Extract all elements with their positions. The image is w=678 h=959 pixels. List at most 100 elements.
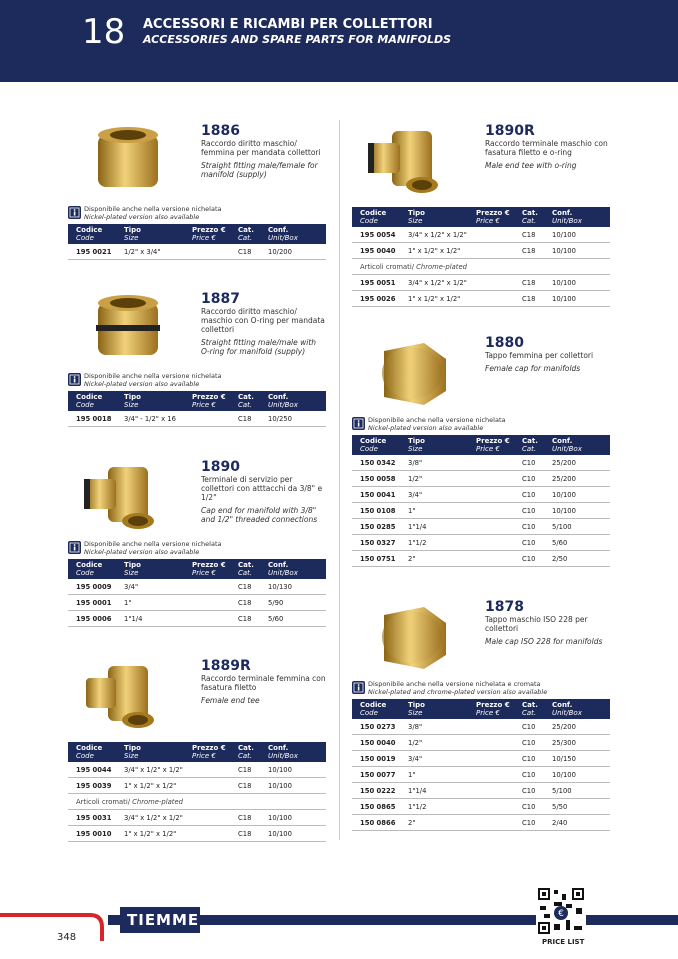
header-en: Price € [192, 752, 216, 760]
header-it: Cat. [238, 744, 254, 752]
table-row: 150 0222 1"1/4 C10 5/100 [352, 783, 610, 799]
table-row: 150 0865 1"1/2 C10 5/50 [352, 799, 610, 815]
header-cell: Tipo Size [408, 701, 425, 717]
header-en: Price € [192, 569, 216, 577]
table-row: 150 0866 2" C10 2/40 [352, 815, 610, 831]
column-divider [339, 120, 340, 840]
cat-cell: C10 [522, 507, 536, 515]
table-header: Codice Code Tipo Size Prezzo € Price € Cat. Cat… [352, 699, 610, 719]
conf-cell: 5/90 [268, 599, 284, 607]
cat-cell: C10 [522, 723, 536, 731]
code-cell: 150 0866 [360, 819, 396, 827]
header-en: Unit/Box [268, 234, 298, 242]
info-icon [352, 417, 365, 430]
header-it: Conf. [552, 701, 573, 709]
description-en: Female end tee [201, 696, 260, 705]
description-it: Tappo maschio ISO 228 per collettori [485, 615, 588, 633]
header-it: Prezzo € [476, 437, 510, 445]
cat-cell: C18 [238, 599, 252, 607]
table-row: 150 0040 1/2" C10 25/300 [352, 735, 610, 751]
note-en: Nickel-plated version also available [84, 212, 200, 221]
description-en: Straight fitting male/male with O-ring f… [201, 338, 317, 356]
size-cell: 2" [408, 555, 416, 563]
code-cell: 150 0751 [360, 555, 396, 563]
conf-cell: 10/100 [552, 507, 576, 515]
table-row: 195 0009 3/4" C18 10/130 [68, 579, 326, 595]
header-it: Tipo [124, 226, 141, 234]
header-it: Conf. [552, 209, 573, 217]
cat-cell: C18 [522, 247, 536, 255]
product-image [368, 131, 438, 193]
cat-cell: C18 [238, 830, 252, 838]
cat-cell: C10 [522, 771, 536, 779]
header-cell: Conf. Unit/Box [268, 561, 298, 577]
note-it: Disponibile anche nella versione nichela… [368, 680, 541, 688]
cat-cell: C10 [522, 523, 536, 531]
table-row: 150 0342 3/8" C10 25/200 [352, 455, 610, 471]
header-cell: Tipo Size [124, 561, 141, 577]
header-cell: Prezzo € Price € [476, 437, 510, 453]
header-it: Codice [76, 744, 103, 752]
availability-note: Disponibile anche nella versione nichela… [84, 540, 221, 556]
header-it: Conf. [268, 393, 289, 401]
header-cell: Codice Code [360, 701, 386, 717]
table-row: Articoli cromati/ Chrome-plated [352, 259, 610, 275]
header-en: Code [360, 709, 378, 717]
size-cell: 3/4" [408, 755, 423, 763]
table-row: Articoli cromati/ Chrome-plated [68, 794, 326, 810]
header-it: Prezzo € [192, 744, 226, 752]
product-image [382, 343, 446, 405]
cat-cell: C18 [238, 814, 252, 822]
header-en: Code [76, 401, 94, 409]
cat-cell: C18 [238, 583, 252, 591]
size-cell: 3/4" x 1/2" x 1/2" [408, 231, 467, 239]
header-en: Price € [192, 234, 216, 242]
header-cell: Tipo Size [408, 209, 425, 225]
chapter-title: ACCESSORI E RICAMBI PER COLLETTORI [143, 17, 433, 32]
code-cell: 150 0285 [360, 523, 396, 531]
footer-band [0, 907, 678, 941]
product-code: 1878 [485, 599, 524, 615]
header-cell: Conf. Unit/Box [552, 209, 582, 225]
cat-cell: C18 [238, 766, 252, 774]
code-cell: 195 0054 [360, 231, 396, 239]
table-row: 150 0108 1" C10 10/100 [352, 503, 610, 519]
description-en: Cap end for manifold with 3/8" and 1/2" … [201, 506, 318, 524]
header-en: Cat. [522, 217, 537, 225]
header-en: Unit/Box [268, 569, 298, 577]
header-en: Size [124, 752, 139, 760]
code-cell: 150 0273 [360, 723, 396, 731]
header-it: Codice [360, 701, 387, 709]
table-row: 195 0040 1" x 1/2" x 1/2" C18 10/100 [352, 243, 610, 259]
code-cell: 150 0040 [360, 739, 396, 747]
description-it: Terminale di servizio per collettori con… [201, 475, 323, 502]
header-cell: Codice Code [360, 209, 386, 225]
header-en: Code [76, 234, 94, 242]
availability-note: Disponibile anche nella versione nichela… [368, 680, 547, 696]
size-cell: 1" x 1/2" x 1/2" [124, 830, 177, 838]
product-code: 1886 [201, 123, 240, 139]
table-header: Codice Code Tipo Size Prezzo € Price € Cat. Cat… [68, 224, 326, 244]
section-en: Chrome-plated [416, 263, 467, 271]
cat-cell: C10 [522, 739, 536, 747]
table-row: 150 0327 1"1/2 C10 5/60 [352, 535, 610, 551]
header-en: Code [360, 445, 378, 453]
conf-cell: 25/200 [552, 459, 576, 467]
product-description: 1890R Raccordo terminale maschio con fasa… [485, 123, 610, 170]
header-en: Cat. [522, 445, 537, 453]
chapter-subtitle: ACCESSORIES AND SPARE PARTS FOR MANIFOLD… [143, 33, 452, 46]
header-it: Prezzo € [476, 701, 510, 709]
table-row: 150 0285 1"1/4 C10 5/100 [352, 519, 610, 535]
header-en: Price € [192, 401, 216, 409]
header-it: Prezzo € [192, 393, 226, 401]
product-code: 1890R [485, 123, 535, 139]
section-it: Articoli cromati/ [360, 263, 414, 271]
conf-cell: 10/100 [552, 247, 576, 255]
code-cell: 195 0039 [76, 782, 112, 790]
section-it: Articoli cromati/ [76, 798, 130, 806]
size-cell: 2" [408, 819, 416, 827]
size-cell: 1"1/4 [124, 615, 143, 623]
size-cell: 1" x 1/2" x 1/2" [408, 247, 461, 255]
cat-cell: C10 [522, 539, 536, 547]
note-it: Disponibile anche nella versione nichela… [84, 205, 222, 213]
